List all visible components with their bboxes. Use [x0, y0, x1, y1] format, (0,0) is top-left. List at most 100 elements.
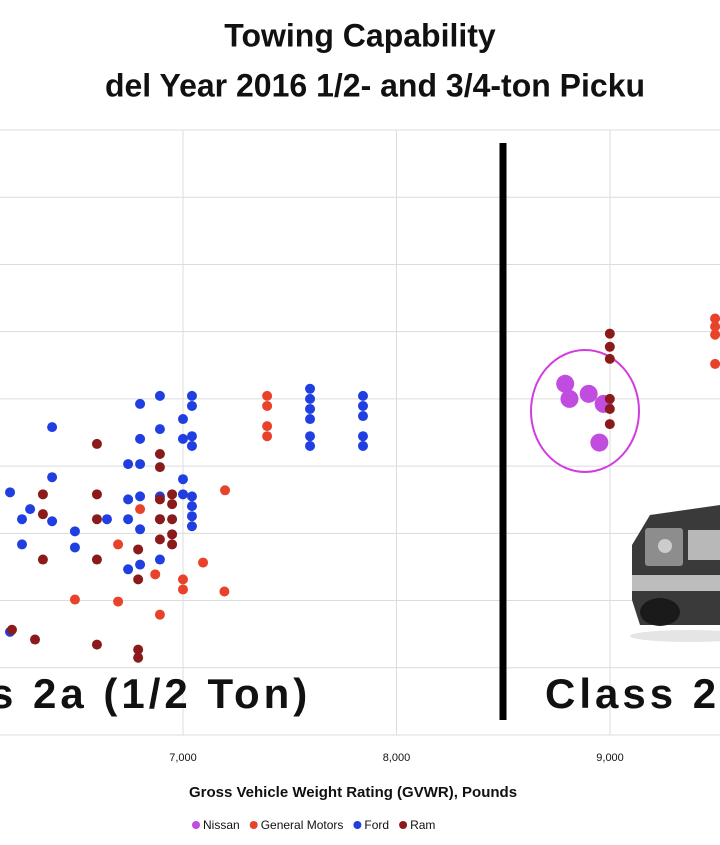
- data-point: [590, 433, 609, 452]
- data-point: [154, 424, 165, 435]
- data-point: [357, 440, 368, 451]
- data-point: [556, 374, 575, 393]
- data-point: [186, 390, 197, 401]
- data-point: [262, 400, 273, 411]
- data-point: [123, 494, 134, 505]
- data-point: [219, 586, 230, 597]
- legend-label: Nissan: [203, 818, 240, 832]
- nissan-highlight: [530, 349, 640, 473]
- data-point: [150, 569, 161, 580]
- data-point: [604, 403, 615, 414]
- data-point: [186, 440, 197, 451]
- data-point: [16, 514, 27, 525]
- data-point: [604, 353, 615, 364]
- data-point: [135, 398, 146, 409]
- data-point: [262, 390, 273, 401]
- x-axis-label: Gross Vehicle Weight Rating (GVWR), Poun…: [189, 784, 517, 801]
- legend-label: Ford: [364, 818, 389, 832]
- legend-marker: [249, 821, 258, 829]
- data-point: [133, 652, 144, 663]
- data-point: [37, 509, 48, 520]
- truck-illustration: [630, 505, 720, 642]
- data-point: [25, 504, 36, 515]
- data-point: [91, 554, 102, 565]
- data-point: [154, 390, 165, 401]
- legend-label: Ram: [410, 818, 435, 832]
- legend-item: Ram: [399, 818, 435, 832]
- data-point: [177, 489, 188, 500]
- data-point: [262, 431, 273, 442]
- data-point: [186, 400, 197, 411]
- data-point: [560, 389, 579, 408]
- data-point: [177, 474, 188, 485]
- data-point: [101, 514, 112, 525]
- data-point: [357, 431, 368, 442]
- data-point: [177, 584, 188, 595]
- data-point: [135, 504, 146, 515]
- data-point: [16, 539, 27, 550]
- data-point: [133, 574, 144, 585]
- data-point: [69, 594, 80, 605]
- data-point: [604, 328, 615, 339]
- data-point: [177, 433, 188, 444]
- data-point: [710, 329, 720, 340]
- data-point: [135, 491, 146, 502]
- data-point: [177, 574, 188, 585]
- data-point: [167, 529, 178, 540]
- data-point: [604, 393, 615, 404]
- data-point: [123, 514, 134, 525]
- data-point: [154, 554, 165, 565]
- data-point: [37, 489, 48, 500]
- data-point: [305, 403, 316, 414]
- legend: Nissan General Motors Ford Ram: [192, 818, 435, 832]
- data-point: [69, 542, 80, 553]
- data-point: [186, 501, 197, 512]
- data-point: [357, 400, 368, 411]
- data-point: [133, 544, 144, 555]
- data-point: [710, 313, 720, 324]
- data-point: [6, 624, 17, 635]
- legend-item: Nissan: [192, 818, 240, 832]
- x-tick-label: 9,000: [596, 752, 624, 764]
- data-point: [579, 384, 598, 403]
- legend-item: General Motors: [249, 818, 344, 832]
- data-point: [123, 564, 134, 575]
- legend-label: General Motors: [261, 818, 344, 832]
- data-point: [30, 634, 41, 645]
- data-point: [154, 449, 165, 460]
- data-point: [305, 383, 316, 394]
- data-point: [198, 557, 209, 568]
- data-point: [133, 644, 144, 655]
- data-point: [113, 539, 124, 550]
- points: [5, 313, 720, 663]
- data-point: [604, 419, 615, 430]
- data-point: [47, 516, 58, 527]
- data-point: [135, 433, 146, 444]
- data-point: [357, 411, 368, 422]
- data-point: [91, 514, 102, 525]
- data-point: [167, 499, 178, 510]
- data-point: [135, 459, 146, 470]
- data-point: [262, 421, 273, 432]
- data-point: [47, 422, 58, 433]
- data-point: [135, 559, 146, 570]
- data-point: [186, 491, 197, 502]
- data-point: [305, 440, 316, 451]
- data-point: [186, 511, 197, 522]
- data-point: [154, 494, 165, 505]
- data-point: [710, 321, 720, 332]
- chart-subtitle: del Year 2016 1/2- and 3/4-ton Picku: [105, 67, 645, 103]
- chart-title: Towing Capability: [224, 17, 496, 53]
- data-point: [37, 554, 48, 565]
- data-point: [154, 514, 165, 525]
- data-point: [604, 341, 615, 352]
- data-point: [113, 596, 124, 607]
- data-point: [91, 438, 102, 449]
- data-point: [47, 472, 58, 483]
- data-point: [167, 489, 178, 500]
- legend-item: Ford: [353, 818, 389, 832]
- legend-marker: [353, 821, 362, 829]
- x-tick-label: 7,000: [169, 752, 197, 764]
- data-point: [177, 414, 188, 425]
